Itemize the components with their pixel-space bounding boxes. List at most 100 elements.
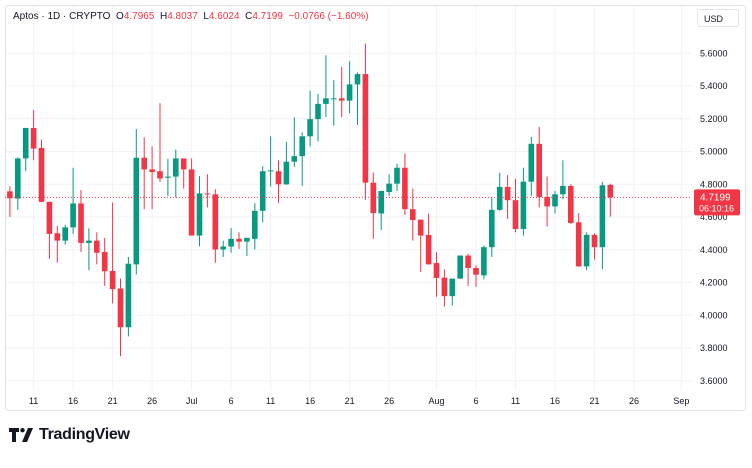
- candle: [354, 72, 361, 125]
- currency-button[interactable]: USD: [697, 9, 739, 27]
- candle: [552, 191, 558, 214]
- close-value: 4.7199: [252, 11, 283, 22]
- candle: [583, 232, 590, 271]
- candle-body: [38, 147, 45, 202]
- x-tick-label: 21: [589, 396, 599, 406]
- open-label: O: [116, 11, 124, 22]
- candle-body: [496, 186, 503, 210]
- candle: [346, 61, 353, 114]
- tradingview-logo-icon: [9, 428, 33, 442]
- candle: [94, 232, 100, 265]
- x-tick-label: 26: [147, 396, 157, 406]
- symbol-name[interactable]: Aptos: [13, 11, 39, 22]
- candle: [125, 257, 132, 337]
- y-tick-label: 5.0000: [700, 147, 728, 157]
- y-tick-label: 4.4000: [700, 245, 728, 255]
- x-tick-label: Aug: [428, 396, 444, 406]
- candle-body: [7, 191, 13, 199]
- y-tick-label: 4.2000: [700, 278, 728, 288]
- candle: [504, 175, 511, 220]
- candle: [220, 240, 226, 258]
- x-tick-label: 6: [229, 396, 234, 406]
- candle-body: [520, 181, 527, 230]
- candle-body: [15, 158, 21, 199]
- candle-body: [173, 158, 179, 177]
- candle-body: [180, 158, 187, 170]
- candle: [338, 66, 345, 118]
- candle-body: [433, 263, 440, 278]
- candle: [54, 225, 61, 263]
- candle: [575, 213, 582, 267]
- candle-body: [259, 171, 266, 211]
- y-tick-label: 3.8000: [700, 343, 728, 353]
- candle-body: [212, 194, 219, 250]
- candle: [236, 232, 242, 249]
- candle-body: [196, 193, 203, 236]
- candle-body: [575, 222, 582, 267]
- x-tick-label: 16: [305, 396, 315, 406]
- candle: [109, 202, 116, 304]
- candle: [141, 137, 147, 210]
- candle-body: [528, 143, 535, 182]
- candle: [212, 189, 219, 263]
- candle: [173, 149, 179, 198]
- candle-body: [394, 167, 400, 184]
- candle-body: [489, 209, 495, 248]
- candle: [283, 141, 290, 185]
- y-tick-label: 5.6000: [700, 48, 728, 58]
- candle: [417, 219, 424, 272]
- candle-body: [244, 237, 250, 242]
- candle-body: [62, 227, 68, 241]
- candle-body: [425, 234, 432, 265]
- candle: [7, 186, 13, 218]
- candle-body: [46, 201, 53, 234]
- candle-body: [22, 127, 29, 159]
- candle-body: [204, 193, 211, 195]
- candle: [331, 80, 337, 126]
- candle: [370, 172, 377, 239]
- brand-name: TradingView: [39, 426, 130, 443]
- candle-body: [220, 246, 226, 250]
- candle-body: [331, 98, 337, 100]
- candle: [362, 43, 369, 200]
- last-price-value: 4.7199: [700, 192, 731, 203]
- candle-body: [378, 191, 384, 214]
- candle: [402, 153, 408, 216]
- candle-body: [141, 157, 147, 170]
- candle: [38, 139, 45, 203]
- candle: [291, 117, 298, 168]
- candle-body: [607, 184, 614, 198]
- candle-body: [228, 238, 234, 247]
- tradingview-logo[interactable]: TradingView: [9, 426, 130, 444]
- y-tick-label: 4.8000: [700, 179, 728, 189]
- candle: [101, 237, 108, 286]
- candle-body: [512, 200, 519, 230]
- candle-body: [441, 277, 448, 297]
- x-tick-label: 26: [384, 396, 394, 406]
- candle-body: [94, 240, 100, 253]
- time-axis[interactable]: 11 16 21 26 Jul 6 11 16 21 26 Aug 6 11 16 21 26 Sep: [29, 396, 689, 406]
- interval[interactable]: 1D: [47, 11, 61, 22]
- candle: [425, 213, 432, 265]
- candle-body: [481, 247, 487, 276]
- candle: [394, 163, 400, 192]
- x-tick-label: 16: [550, 396, 560, 406]
- candle-body: [267, 170, 274, 172]
- candle-body: [165, 176, 171, 178]
- last-price-label: [694, 189, 740, 216]
- candle-body: [544, 196, 550, 207]
- candle: [457, 255, 463, 279]
- candle-body: [362, 74, 369, 183]
- ohlc-legend: Aptos · 1D · CRYPTO O4.7965 H4.8037 L4.6…: [13, 11, 369, 22]
- candle-body: [30, 127, 37, 149]
- candle: [315, 93, 321, 142]
- candle: [378, 191, 384, 230]
- open-value: 4.7965: [123, 11, 155, 22]
- x-tick-label: 11: [29, 396, 38, 406]
- candle-body: [402, 167, 408, 210]
- x-tick-label: 21: [108, 396, 118, 406]
- candle: [165, 158, 171, 196]
- candle-body: [583, 234, 590, 267]
- price-axis[interactable]: 5.6000 5.4000 5.2000 5.0000 4.8000 4.6000 4.40…: [700, 48, 728, 386]
